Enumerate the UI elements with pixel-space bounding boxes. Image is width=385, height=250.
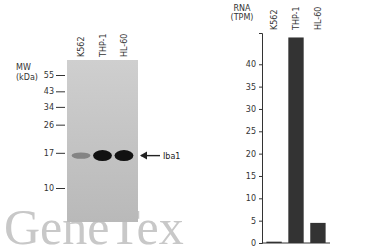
y-tick-mark — [259, 176, 262, 177]
y-tick-mark — [259, 154, 262, 155]
mw-tick-label: 34 — [44, 103, 54, 112]
mw-tick: 34 — [44, 103, 65, 112]
y-tick-mark — [259, 64, 262, 65]
mw-tick-mark — [56, 107, 65, 108]
mw-tick-label: 17 — [44, 149, 54, 158]
band — [72, 152, 91, 158]
y-tick: 5 — [251, 217, 262, 226]
lane-label: HL-60 — [120, 34, 129, 57]
mw-tick-mark — [56, 91, 65, 92]
y-tick-label: 30 — [246, 105, 256, 114]
y-tick-mark — [259, 87, 262, 88]
mw-tick: 10 — [44, 184, 65, 193]
mw-tick: 17 — [44, 149, 65, 158]
y-tick: 0 — [251, 239, 262, 248]
y-tick-mark — [259, 131, 262, 132]
mw-label: MW — [16, 63, 31, 72]
mw-tick-label: 10 — [44, 184, 54, 193]
y-tick: 20 — [246, 150, 262, 159]
mw-axis: 55 43 34 26 17 10 — [44, 71, 65, 193]
y-tick-label: 0 — [251, 239, 256, 248]
mw-unit: (kDa) — [16, 73, 38, 82]
y-axis-title: RNA — [233, 4, 251, 13]
band — [93, 150, 112, 161]
y-tick: 40 — [246, 60, 262, 69]
x-tick-label: HL-60 — [314, 7, 323, 30]
y-axis-title: (TPM) — [231, 13, 254, 22]
y-tick: 25 — [246, 127, 262, 136]
mw-tick-label: 43 — [44, 87, 54, 96]
lane-label: K562 — [77, 36, 86, 57]
mw-tick-label: 26 — [44, 121, 54, 130]
mw-tick-mark — [56, 125, 65, 126]
mw-tick: 55 — [44, 71, 65, 80]
y-tick-mark — [259, 109, 262, 110]
y-tick-label: 20 — [246, 150, 256, 159]
figure: GeneTexMW(kDa)554334261710K562THP-1HL-60… — [0, 0, 385, 250]
bar — [310, 223, 325, 243]
y-tick: 35 — [246, 83, 262, 92]
mw-tick-mark — [56, 188, 65, 189]
mw-tick-mark — [56, 153, 65, 154]
band-label: Iba1 — [163, 152, 180, 161]
bars — [266, 37, 325, 243]
y-tick-label: 35 — [246, 83, 256, 92]
y-tick-label: 10 — [246, 194, 256, 203]
mw-tick-label: 55 — [44, 71, 54, 80]
y-tick: 30 — [246, 105, 262, 114]
y-tick-label: 40 — [246, 60, 256, 69]
y-tick: 10 — [246, 194, 262, 203]
y-tick-mark — [259, 198, 262, 199]
band — [115, 150, 134, 161]
y-axis: 0 5 10 15 20 25 30 35 40 — [246, 34, 263, 249]
bar — [288, 37, 303, 243]
blot-membrane — [67, 60, 138, 222]
y-axis-line — [259, 34, 263, 244]
y-tick-mark — [259, 243, 262, 244]
mw-tick-mark — [56, 75, 65, 76]
x-tick-label: THP-1 — [292, 6, 301, 31]
x-axis-line — [262, 243, 330, 244]
y-tick-label: 15 — [246, 172, 256, 181]
mw-tick: 26 — [44, 121, 65, 130]
bands — [72, 150, 134, 161]
y-tick-label: 25 — [246, 127, 256, 136]
y-tick-label: 5 — [251, 217, 256, 226]
y-tick: 15 — [246, 172, 262, 181]
lane-label: THP-1 — [99, 33, 108, 58]
mw-tick: 43 — [44, 87, 65, 96]
band-arrow-head — [140, 152, 147, 160]
x-tick-label: K562 — [270, 9, 279, 30]
y-tick-mark — [259, 221, 262, 222]
